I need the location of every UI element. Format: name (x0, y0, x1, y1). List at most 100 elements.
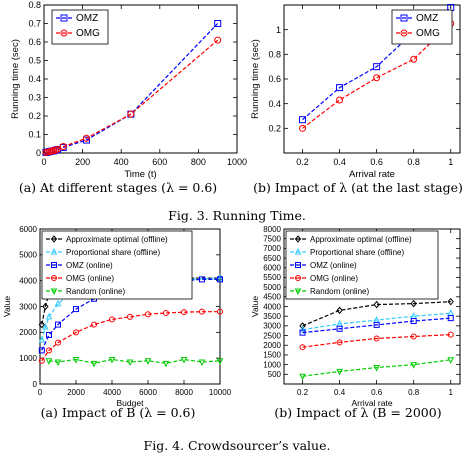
data-point (373, 335, 380, 342)
data-point (46, 347, 52, 354)
legend-entry: Random (online) (66, 287, 125, 296)
data-point (447, 357, 455, 364)
x-tick-label: 0.6 (371, 388, 383, 397)
data-point (299, 116, 307, 124)
legend-marker (294, 288, 302, 296)
data-point (38, 347, 45, 354)
y-tick-label: 3500 (263, 312, 281, 321)
y-tick-label: 4000 (263, 302, 281, 311)
y-tick-label: 3000 (263, 322, 281, 331)
series-line (302, 317, 451, 334)
series-line (48, 358, 221, 364)
y-tick-label: 0.3 (28, 93, 41, 103)
legend-entry: Random (online) (310, 287, 369, 296)
legend-entry: OMG (416, 28, 440, 39)
legend-box (391, 9, 453, 45)
x-tick-label: 8000 (175, 388, 193, 397)
data-point (299, 329, 306, 336)
legend-entry: OMG (online) (310, 274, 358, 283)
x-axis-label: Arrival rate (349, 169, 395, 180)
legend-entry: Approximate optimal (offline) (66, 235, 168, 244)
legend-entry: OMZ (76, 13, 98, 24)
y-tick-label: 0.6 (268, 74, 281, 84)
y-tick-label: 0.2 (268, 123, 281, 133)
x-tick-label: 0 (38, 388, 43, 397)
legend-entry: OMZ (416, 13, 438, 24)
data-point (54, 299, 62, 307)
data-point (38, 357, 45, 364)
data-point (54, 145, 62, 153)
data-point (447, 331, 454, 338)
y-tick-label: 7000 (263, 244, 281, 253)
x-tick-label: 0.4 (334, 388, 346, 397)
data-point (373, 74, 381, 82)
x-tick-label: 0.2 (297, 388, 309, 397)
data-point (410, 55, 418, 63)
legend-marker (50, 235, 58, 243)
y-tick-label: 0.2 (28, 111, 41, 121)
data-point (82, 136, 90, 144)
y-tick-label: 2000 (19, 328, 37, 337)
data-point (447, 315, 454, 322)
y-tick-label: 0.8 (268, 49, 281, 59)
data-point (217, 308, 223, 315)
data-point (109, 316, 115, 323)
data-point (373, 63, 381, 71)
legend-marker (60, 29, 68, 37)
x-tick-label: 6000 (139, 388, 157, 397)
data-point (127, 313, 133, 320)
data-point (42, 302, 49, 311)
y-tick-label: 0.4 (268, 99, 281, 109)
data-point (410, 299, 417, 308)
data-point (144, 358, 152, 365)
y-tick-label: 1000 (263, 360, 281, 369)
y-axis-label: Value (250, 296, 260, 317)
y-tick-label: 500 (268, 370, 282, 379)
data-point (162, 360, 170, 368)
chart-value-budget: 0 2000 4000 6000 8000 10000 0 1000 2000 3000 4000 5… (2, 225, 232, 408)
series-line (302, 301, 451, 327)
y-tick-label: 0 (33, 380, 38, 389)
data-point (54, 359, 62, 367)
subcaption-fig3a: (a) At different stages (λ = 0.6) (19, 180, 217, 195)
subcaption-fig4a: (a) Impact of B (λ = 0.6) (41, 405, 196, 420)
data-point (410, 362, 417, 369)
y-tick-label: 2000 (263, 341, 281, 350)
y-tick-label: 0.4 (28, 74, 41, 84)
data-point (336, 339, 343, 346)
data-point (336, 96, 344, 104)
subcaption-fig3b: (b) Impact of λ (at the last stage) (253, 180, 463, 195)
y-axis-label: Running time (sec) (250, 39, 261, 119)
data-point (38, 320, 45, 329)
data-point (55, 321, 61, 328)
figure-caption-fig4: Fig. 4. Crowdsourcer’s value. (144, 438, 331, 453)
x-tick-label: 0.6 (370, 157, 383, 167)
y-axis-label: Running time (sec) (10, 39, 21, 119)
legend-marker (60, 14, 68, 22)
y-tick-label: 0.1 (28, 130, 41, 140)
x-tick-label: 0.2 (296, 157, 309, 167)
legend-marker (294, 247, 302, 255)
x-tick-label: 1000 (227, 157, 247, 167)
series-line (302, 333, 451, 348)
figure-caption-fig3: Fig. 3. Running Time. (168, 208, 306, 223)
data-point (447, 297, 454, 306)
x-axis-label: Budget (117, 398, 145, 408)
legend-marker (294, 235, 302, 243)
data-point (82, 134, 90, 142)
x-tick-label: 400 (114, 157, 129, 167)
y-tick-label: 3000 (19, 302, 37, 311)
x-tick-label: 10000 (209, 388, 232, 397)
data-point (299, 344, 306, 351)
x-tick-label: 4000 (103, 388, 121, 397)
data-point (299, 124, 307, 132)
legend-box (285, 230, 439, 300)
data-point (126, 359, 134, 367)
data-point (410, 318, 417, 325)
data-point (73, 329, 79, 336)
legend-marker (400, 14, 408, 22)
legend-marker (51, 275, 57, 281)
data-point (299, 373, 306, 381)
legend-marker (51, 262, 57, 268)
data-point (216, 358, 224, 365)
